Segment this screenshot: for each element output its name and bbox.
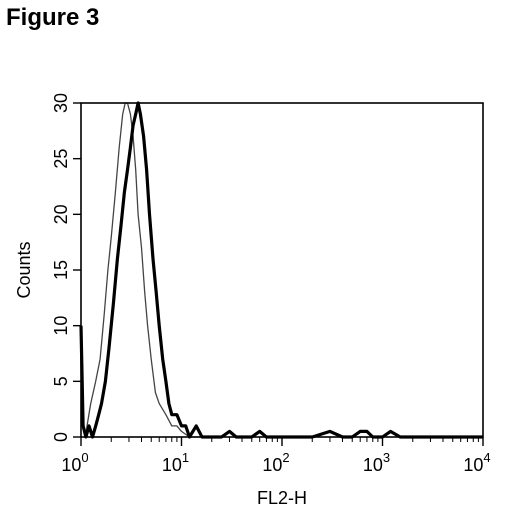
y-tick-label: 5 (51, 376, 71, 386)
x-tick-label: 101 (162, 450, 189, 475)
x-axis: 100 101 102 103 104 (61, 437, 491, 475)
y-axis-label: Counts (14, 241, 34, 298)
x-tick-label: 100 (61, 450, 88, 475)
y-tick-label: 15 (51, 260, 71, 280)
series-line-1-thin (80, 102, 212, 438)
y-axis: 0 5 10 15 20 25 30 (51, 93, 81, 442)
y-tick-label: 10 (51, 316, 71, 336)
x-tick-label: 102 (262, 450, 289, 475)
x-axis-label: FL2-H (257, 488, 307, 508)
x-tick-label: 103 (363, 450, 390, 475)
y-tick-label: 30 (51, 93, 71, 113)
figure-title: Figure 3 (6, 4, 100, 31)
series-line-2-thick (79, 101, 483, 439)
x-tick-label: 104 (463, 450, 490, 475)
y-tick-label: 25 (51, 149, 71, 169)
series-layer (79, 101, 483, 439)
plot-frame (80, 102, 484, 438)
y-tick-label: 0 (51, 432, 71, 442)
y-tick-label: 20 (51, 204, 71, 224)
